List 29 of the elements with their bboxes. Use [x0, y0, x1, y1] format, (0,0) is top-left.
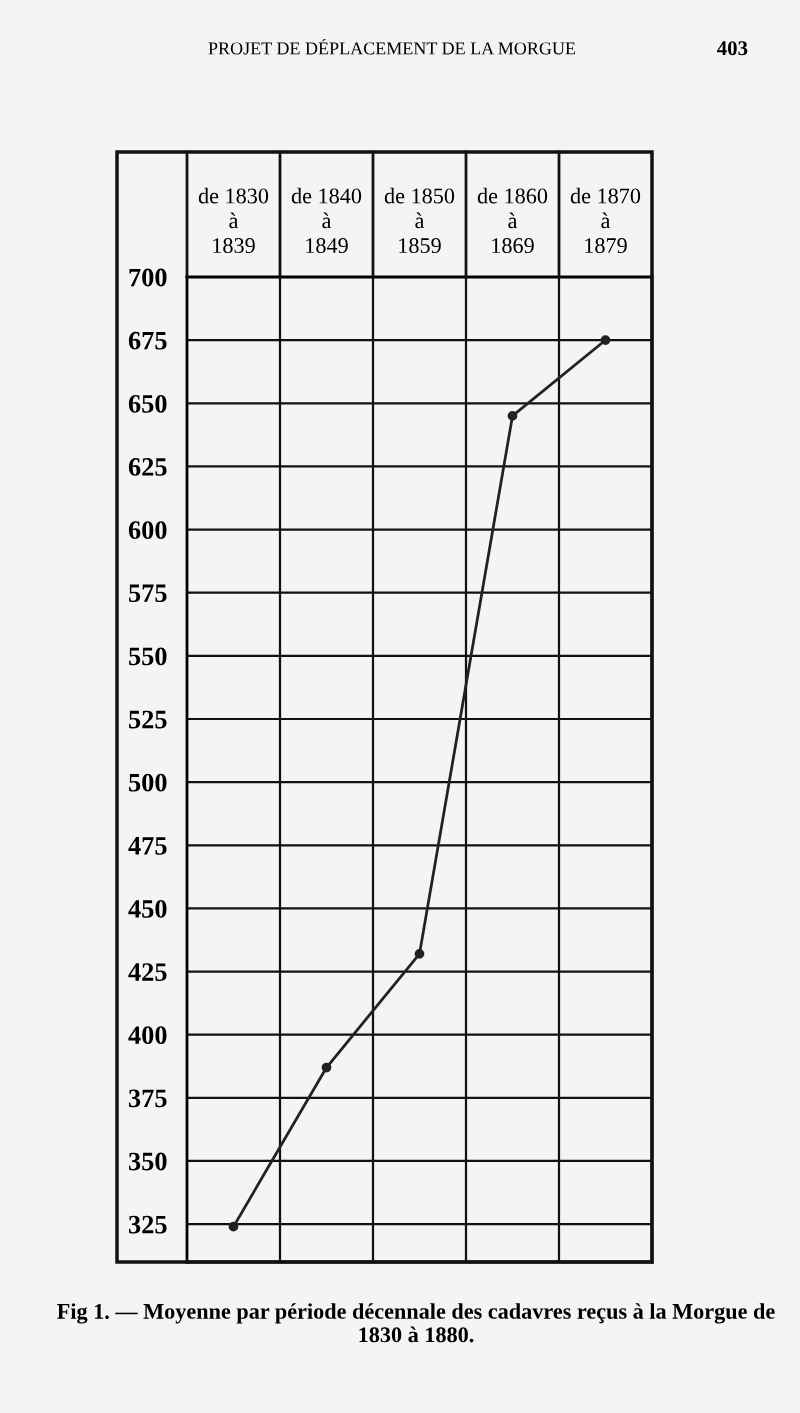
point — [600, 335, 611, 346]
x-tick-label: de 1840 à 1849 — [291, 187, 362, 254]
x-tick-label: de 1870 à 1879 — [570, 187, 641, 254]
y-tick-label: 525 — [129, 710, 167, 729]
y-tick-label: 425 — [128, 963, 167, 981]
y-tick-label: 375 — [128, 1089, 167, 1108]
point — [507, 411, 518, 421]
x-tick-label: de 1850 à 1859 — [384, 187, 455, 254]
text: 403 — [717, 41, 748, 56]
y-tick-label: 550 — [129, 647, 167, 666]
y-tick-label: 600 — [128, 521, 167, 539]
y-tick-label: 450 — [128, 900, 167, 918]
y-tick-label: 500 — [129, 773, 167, 792]
y-tick-label: 700 — [129, 268, 167, 287]
x-tick-label: de 1860 à 1869 — [477, 187, 548, 254]
y-tick-label: 350 — [128, 1152, 167, 1171]
y-tick-label: 625 — [128, 458, 167, 476]
y-tick-label: 675 — [128, 331, 167, 350]
point — [228, 1221, 239, 1232]
y-tick-label: 575 — [129, 584, 167, 603]
x-tick-label: de 1830 à 1839 — [198, 187, 269, 254]
text: Fig 1. — Moyenne par période décennale des cadavres reçus à la Morgue de 1830 à 1880. — [57, 1303, 775, 1343]
text: PROJET DE DÉPLACEMENT DE LA MORGUE — [208, 38, 576, 55]
y-tick-label: 650 — [128, 394, 167, 413]
y-tick-label: 400 — [128, 1026, 167, 1045]
y-tick-label: 325 — [128, 1215, 167, 1234]
y-tick-label: 475 — [128, 837, 167, 855]
point — [414, 949, 425, 959]
point — [321, 1062, 332, 1073]
